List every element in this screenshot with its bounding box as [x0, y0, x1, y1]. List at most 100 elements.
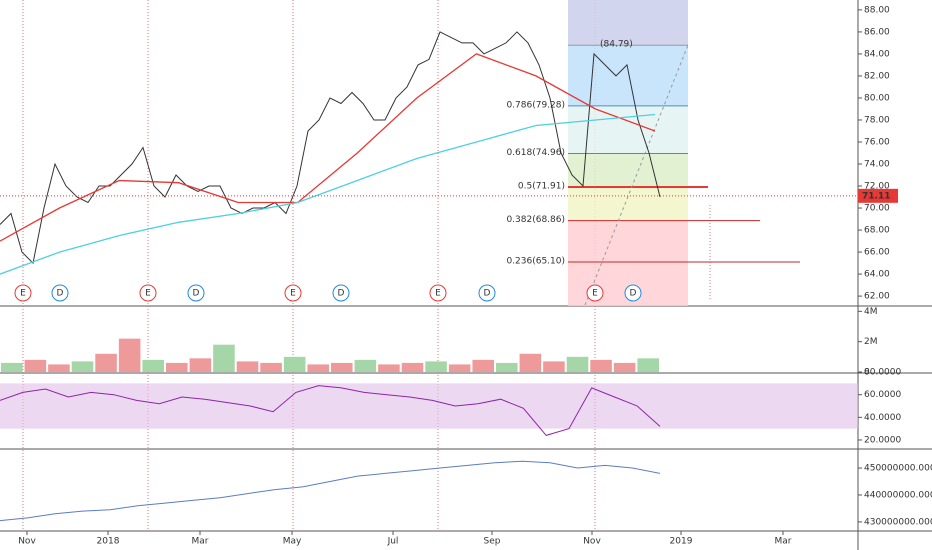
fib-label: 0.618(74.96): [506, 148, 565, 158]
y-tick-label: 2M: [864, 337, 878, 347]
volume-bar: [283, 356, 306, 372]
volume-bar: [118, 338, 141, 372]
volume-bar: [566, 356, 589, 372]
event-marker: [624, 284, 642, 302]
event-marker: [139, 284, 157, 302]
fib-band: [568, 220, 688, 262]
event-marker: [14, 284, 32, 302]
series-line: [0, 53, 656, 242]
y-tick-label: 82.00: [864, 71, 890, 81]
x-tick-label: Jul: [387, 537, 399, 547]
rsi-band: [0, 383, 858, 429]
y-tick-label: 88.00: [864, 5, 890, 15]
series-line: [0, 460, 661, 522]
y-tick-label: 20.0000: [864, 435, 901, 445]
y-tick-label: 66.00: [864, 248, 890, 258]
y-tick-label: 430000000.0000: [864, 517, 932, 527]
y-tick-label: 76.00: [864, 137, 890, 147]
event-label: D: [338, 289, 345, 299]
event-marker: [429, 284, 447, 302]
volume-bar: [401, 362, 424, 372]
volume-bar: [448, 364, 471, 372]
y-tick-label: 78.00: [864, 115, 890, 125]
x-tick-label: Mar: [775, 537, 792, 547]
event-marker: [332, 284, 350, 302]
volume-bar: [637, 358, 659, 372]
volume-bar: [613, 362, 636, 372]
x-tick-label: Nov: [18, 537, 36, 547]
event-label: D: [484, 289, 491, 299]
volume-bar: [48, 364, 70, 372]
volume-bar: [590, 359, 612, 372]
volume-bar: [472, 359, 494, 372]
y-tick-label: 84.00: [864, 49, 890, 59]
volume-bar: [142, 359, 164, 372]
y-tick-label: 0: [864, 368, 870, 378]
volume-bar: [331, 362, 353, 372]
y-tick-label: 450000000.0000: [864, 464, 932, 474]
volume-bar: [166, 362, 188, 372]
volume-bar: [1, 362, 23, 372]
last-price-tag: [858, 188, 898, 203]
y-tick-label: 74.00: [864, 160, 890, 170]
volume-bar: [519, 353, 542, 372]
fib-band: [568, 153, 688, 188]
y-tick-label: 70.00: [864, 204, 890, 214]
y-tick-label: 86.00: [864, 27, 890, 37]
event-label: E: [290, 289, 296, 299]
y-tick-label: 62.00: [864, 292, 890, 302]
x-tick-label: May: [283, 537, 302, 547]
fib-label: 0.5(71.91): [518, 182, 565, 192]
last-price-label: 71.11: [862, 191, 890, 201]
y-tick-label: 4M: [864, 307, 878, 317]
x-tick-label: Nov: [583, 537, 601, 547]
volume-bar: [213, 344, 235, 372]
series-line: [0, 31, 661, 265]
volume-bar: [189, 358, 212, 372]
event-marker: [51, 284, 69, 302]
y-tick-label: 72.00: [864, 182, 890, 192]
y-tick-label: 40.0000: [864, 413, 901, 423]
volume-bar: [236, 361, 259, 372]
event-label: E: [145, 289, 151, 299]
event-label: D: [630, 289, 637, 299]
volume-bar: [543, 361, 565, 372]
event-label: D: [193, 289, 200, 299]
y-tick-label: 68.00: [864, 226, 890, 236]
series-line: [0, 385, 661, 436]
volume-bar: [496, 362, 518, 372]
volume-bar: [71, 361, 94, 372]
series-line: [0, 113, 656, 275]
volume-bar: [260, 362, 282, 372]
x-tick-label: Mar: [192, 537, 209, 547]
event-marker: [586, 284, 604, 302]
event-marker: [284, 284, 302, 302]
fib-band: [568, 0, 688, 46]
volume-bar: [95, 353, 117, 372]
y-tick-label: 60.0000: [864, 390, 901, 400]
x-tick-label: 2018: [97, 537, 120, 547]
fib-label: (84.79): [600, 40, 633, 50]
volume-bar: [307, 364, 329, 372]
volume-bar: [354, 359, 377, 372]
fib-label: 0.236(65.10): [506, 256, 565, 266]
trend-line: [584, 44, 689, 306]
y-tick-label: 440000000.0000: [864, 490, 932, 500]
y-tick-label: 80.00: [864, 93, 890, 103]
fib-label: 0.786(79.28): [506, 100, 565, 110]
fib-label: 0.382(68.86): [506, 215, 565, 225]
volume-bar: [24, 359, 47, 372]
fib-band: [568, 45, 688, 106]
event-label: E: [20, 289, 26, 299]
y-tick-label: 64.00: [864, 270, 890, 280]
x-tick-label: Sep: [484, 537, 501, 547]
volume-bar: [425, 361, 447, 372]
y-tick-label: 80.0000: [864, 368, 901, 378]
event-marker: [478, 284, 496, 302]
x-tick-label: 2019: [670, 537, 693, 547]
event-label: D: [57, 289, 64, 299]
event-marker: [187, 284, 205, 302]
event-label: E: [435, 289, 441, 299]
